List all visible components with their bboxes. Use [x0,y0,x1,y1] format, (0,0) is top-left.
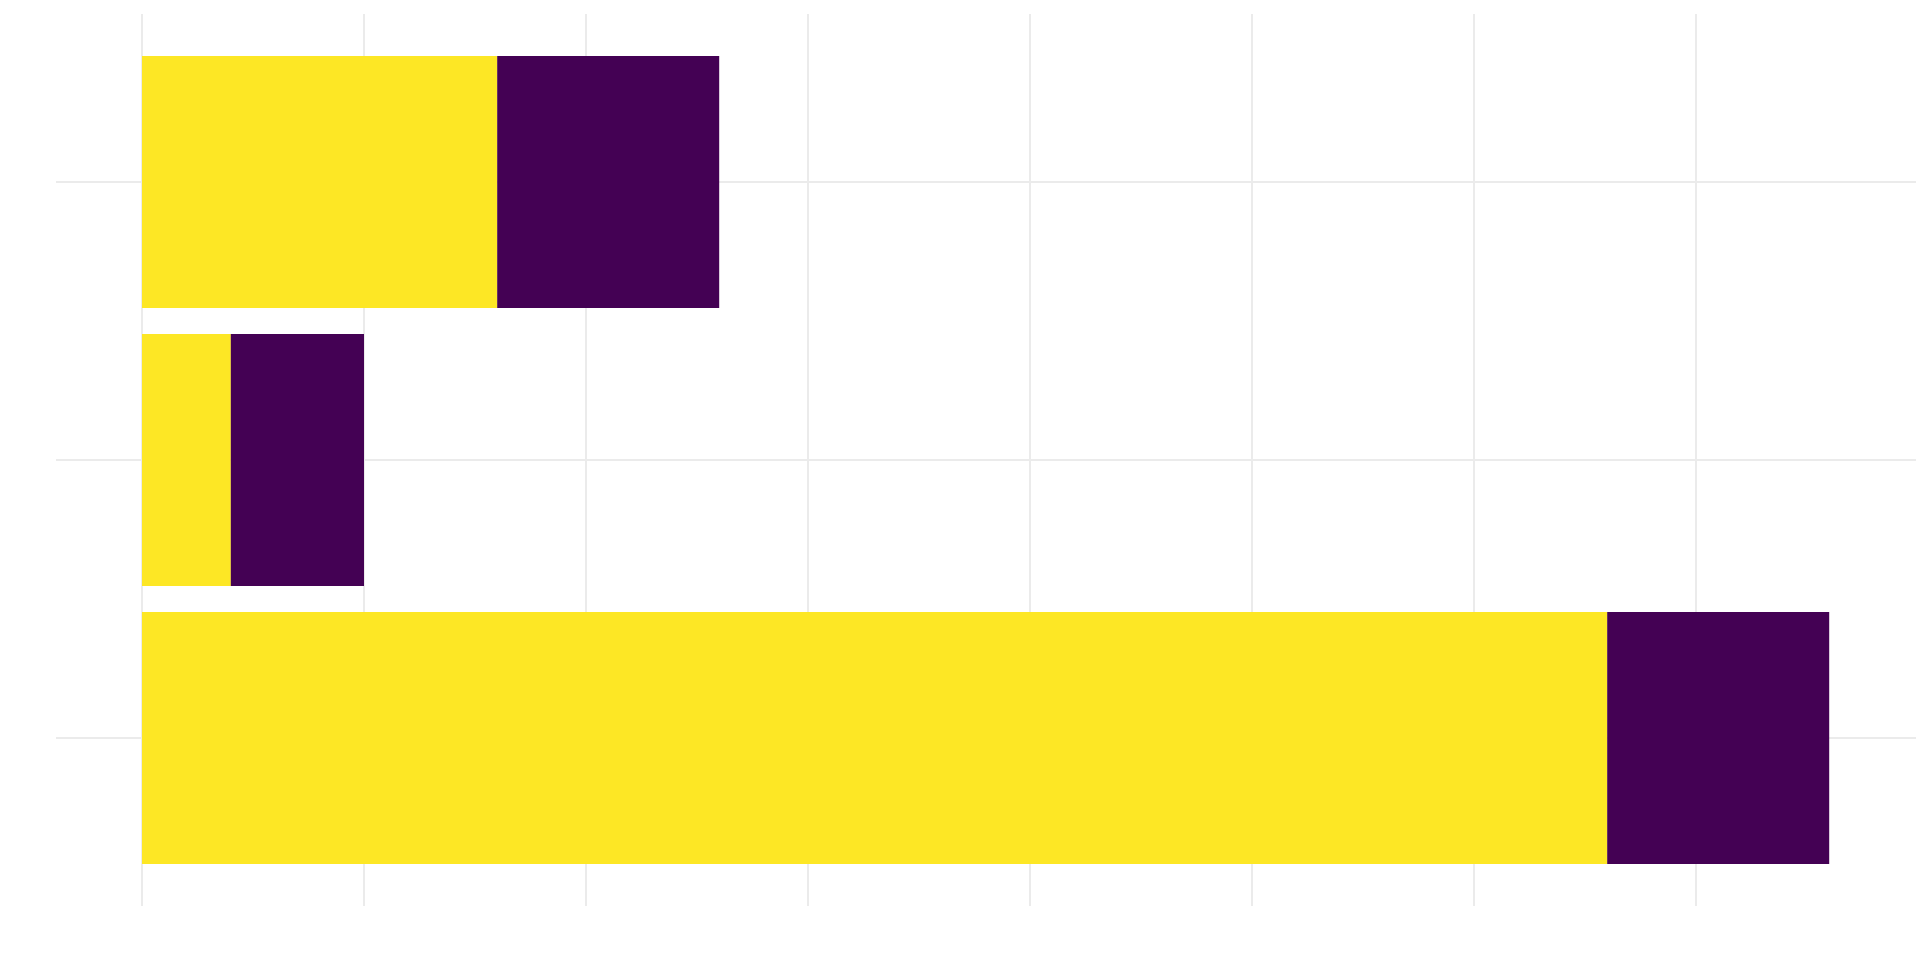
bar-segment-3-2 [1607,612,1830,864]
bar-segment-1-1 [142,56,498,308]
bars-layer [142,56,1830,864]
bar-segment-2-1 [142,334,231,586]
bar-segment-1-2 [497,56,720,308]
bar-segment-3-1 [142,612,1608,864]
bar-segment-2-2 [230,334,364,586]
